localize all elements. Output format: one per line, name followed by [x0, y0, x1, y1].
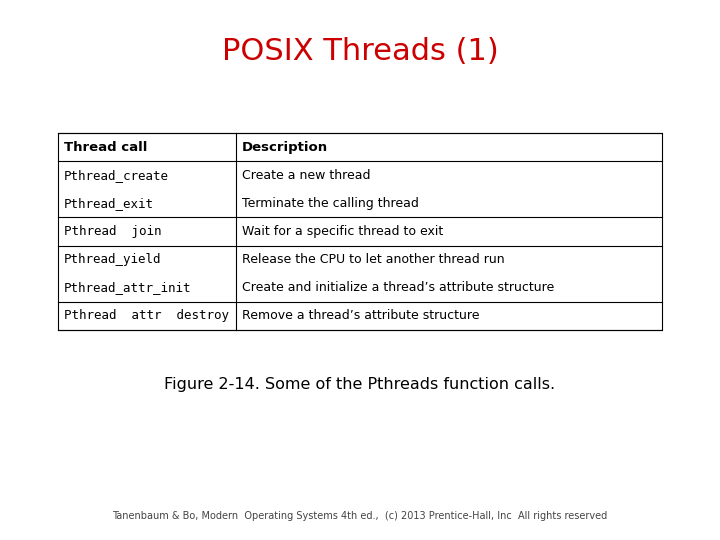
Text: Release the CPU to let another thread run: Release the CPU to let another thread ru…: [242, 253, 505, 266]
Text: Pthread_exit: Pthread_exit: [64, 197, 154, 210]
Text: Pthread_attr_init: Pthread_attr_init: [64, 281, 192, 294]
Text: Tanenbaum & Bo, Modern  Operating Systems 4th ed.,  (c) 2013 Prentice-Hall, Inc : Tanenbaum & Bo, Modern Operating Systems…: [112, 511, 608, 521]
Text: Remove a thread’s attribute structure: Remove a thread’s attribute structure: [242, 309, 480, 322]
Text: Create and initialize a thread’s attribute structure: Create and initialize a thread’s attribu…: [242, 281, 554, 294]
Text: Pthread_yield: Pthread_yield: [64, 253, 161, 266]
Text: Pthread  join: Pthread join: [64, 225, 161, 238]
Text: Figure 2-14. Some of the Pthreads function calls.: Figure 2-14. Some of the Pthreads functi…: [164, 377, 556, 393]
Text: Pthread  attr  destroy: Pthread attr destroy: [64, 309, 229, 322]
Text: Wait for a specific thread to exit: Wait for a specific thread to exit: [242, 225, 444, 238]
Text: Create a new thread: Create a new thread: [242, 168, 371, 182]
Text: Pthread_create: Pthread_create: [64, 168, 169, 182]
Bar: [58, 133, 662, 330]
Text: Description: Description: [242, 140, 328, 153]
Bar: [58, 133, 662, 330]
Text: Thread call: Thread call: [64, 140, 148, 153]
Text: POSIX Threads (1): POSIX Threads (1): [222, 37, 498, 66]
Text: Terminate the calling thread: Terminate the calling thread: [242, 197, 419, 210]
